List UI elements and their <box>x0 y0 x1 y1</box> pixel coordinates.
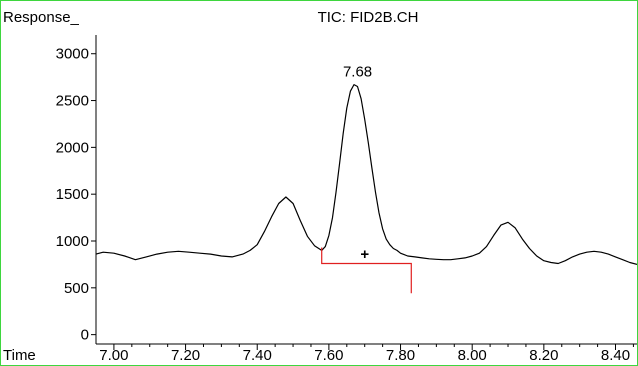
chromatogram-trace <box>95 84 637 265</box>
x-tick-label: 7.60 <box>314 347 343 364</box>
x-tick-label: 8.40 <box>601 347 630 364</box>
annotation-layer: 7.68 + <box>321 64 412 294</box>
axes-group: 0 500 1000 1500 2000 2500 3000 7.00 7.20 7.40 7.60… <box>56 35 637 364</box>
y-tick-label: 500 <box>64 280 89 297</box>
y-axis-label: Response_ <box>3 9 80 26</box>
y-tick-label: 2500 <box>56 93 89 110</box>
integration-baseline <box>321 247 412 294</box>
y-tick-label: 0 <box>81 327 89 344</box>
y-tick-label: 1500 <box>56 186 89 203</box>
x-tick-label: 7.40 <box>243 347 272 364</box>
x-tick-label: 7.20 <box>171 347 200 364</box>
x-axis-label: Time <box>3 347 36 364</box>
chart-title: TIC: FID2B.CH <box>318 9 419 26</box>
peak-label: 7.68 <box>343 64 372 81</box>
x-tick-label: 8.20 <box>529 347 558 364</box>
series-layer <box>95 84 637 265</box>
y-tick-label: 1000 <box>56 233 89 250</box>
centroid-marker: + <box>360 246 369 263</box>
y-tick-label: 3000 <box>56 46 89 63</box>
y-tick-label: 2000 <box>56 139 89 156</box>
x-tick-label: 8.00 <box>458 347 487 364</box>
x-tick-label: 7.80 <box>386 347 415 364</box>
x-tick-label: 7.00 <box>99 347 128 364</box>
